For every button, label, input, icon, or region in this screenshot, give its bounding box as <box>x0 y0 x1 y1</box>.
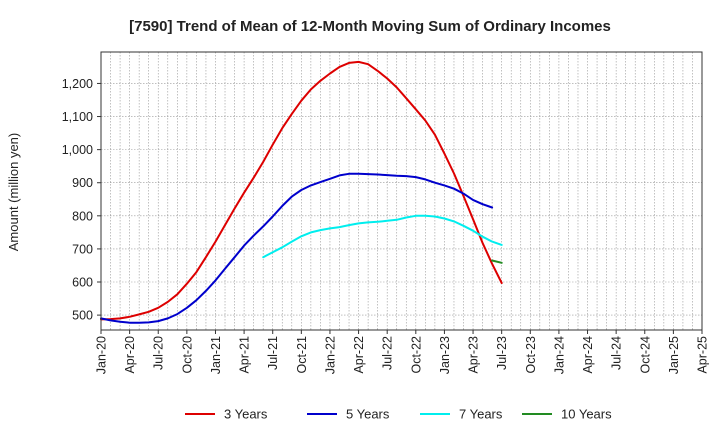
y-tick-label: 800 <box>72 209 93 223</box>
x-tick-label: Oct-22 <box>409 336 423 374</box>
series-line-5-years <box>100 172 494 324</box>
series-line-10-years <box>491 259 503 264</box>
y-axis-label: Amount (million yen) <box>6 133 21 252</box>
x-axis-ticks: Jan-20 Apr-20 Jul-20 Oct-20 Jan-21 Apr-21 Jul-… <box>95 330 710 374</box>
y-tick-label: 900 <box>72 176 93 190</box>
series-line-7-years <box>262 214 503 259</box>
chart-title: [7590] Trend of Mean of 12-Month Moving … <box>129 18 611 35</box>
x-tick-label: Apr-24 <box>581 336 595 374</box>
x-tick-label: Oct-21 <box>295 336 309 374</box>
plot-frame <box>100 51 703 331</box>
x-tick-label: Apr-20 <box>123 336 137 374</box>
x-tick-label: Jul-23 <box>495 336 509 370</box>
y-tick-label: 600 <box>72 276 93 290</box>
x-tick-label: Oct-20 <box>180 336 194 374</box>
x-tick-label: Jan-22 <box>323 336 337 374</box>
y-tick-label: 1,200 <box>62 77 93 91</box>
x-tick-label: Jan-20 <box>95 336 109 374</box>
x-tick-label: Jul-24 <box>610 336 624 370</box>
legend-label: 5 Years <box>346 407 390 422</box>
y-axis-ticks: 500 600 700 800 900 1,000 1,100 1,200 <box>62 77 101 323</box>
x-tick-label: Oct-23 <box>524 336 538 374</box>
legend-label: 10 Years <box>561 407 612 422</box>
x-tick-label: Jan-24 <box>552 336 566 374</box>
x-tick-label: Jul-20 <box>152 336 166 370</box>
x-tick-label: Jan-21 <box>209 336 223 374</box>
x-tick-label: Jul-22 <box>381 336 395 370</box>
x-tick-label: Apr-22 <box>352 336 366 374</box>
x-tick-label: Oct-24 <box>638 336 652 374</box>
x-tick-label: Apr-21 <box>238 336 252 374</box>
x-tick-label: Jul-21 <box>266 336 280 370</box>
x-tick-label: Jan-23 <box>438 336 452 374</box>
series-lines <box>100 60 503 324</box>
y-tick-label: 1,000 <box>62 143 93 157</box>
legend-label: 7 Years <box>459 407 503 422</box>
legend-label: 3 Years <box>224 407 268 422</box>
series-line-3-years <box>100 60 503 321</box>
grid <box>100 52 703 330</box>
x-tick-label: Apr-25 <box>696 336 710 374</box>
y-tick-label: 500 <box>72 309 93 323</box>
legend: 3 Years 5 Years 7 Years 10 Years <box>185 407 612 422</box>
x-tick-label: Jan-25 <box>667 336 681 374</box>
y-tick-label: 1,100 <box>62 110 93 124</box>
x-tick-label: Apr-23 <box>467 336 481 374</box>
y-tick-label: 700 <box>72 242 93 256</box>
